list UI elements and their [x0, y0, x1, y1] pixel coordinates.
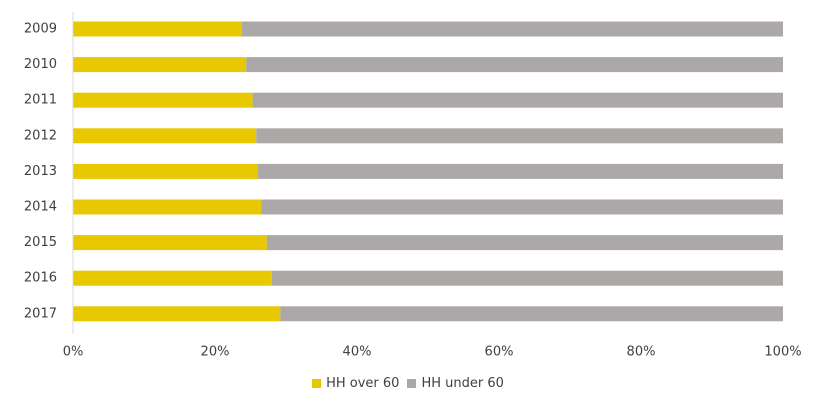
legend-item-hh-under-60: HH under 60	[407, 376, 504, 391]
bar-2010-hh-over-60	[73, 57, 247, 73]
bar-2014-hh-under-60	[261, 199, 783, 215]
bar-2012-hh-under-60	[256, 128, 783, 144]
bar-2016-hh-over-60	[73, 270, 272, 286]
bar-2015-hh-under-60	[266, 235, 784, 251]
category-label-2012: 2012	[24, 128, 57, 143]
legend-swatch-hh-under-60	[407, 379, 417, 388]
bar-2011-hh-under-60	[252, 92, 783, 108]
category-label-2009: 2009	[24, 22, 57, 37]
bar-2017-hh-over-60	[73, 306, 281, 322]
bar-2016-hh-under-60	[271, 270, 783, 286]
bars-layer	[73, 21, 784, 322]
bar-2009-hh-under-60	[241, 21, 784, 37]
x-tick-labels: 0% 20% 40% 60% 80% 100%	[63, 345, 802, 360]
bar-2012-hh-over-60	[73, 128, 257, 144]
bar-2014-hh-over-60	[73, 199, 262, 215]
category-label-2016: 2016	[24, 271, 57, 286]
bar-2015-hh-over-60	[73, 235, 267, 251]
x-tick-label-2: 40%	[343, 345, 372, 360]
category-label-2017: 2017	[24, 306, 57, 321]
category-label-2010: 2010	[24, 57, 57, 72]
category-label-2015: 2015	[24, 235, 57, 250]
bar-2017-hh-under-60	[280, 306, 783, 322]
legend-label-hh-under-60: HH under 60	[421, 376, 504, 391]
bar-2011-hh-over-60	[73, 92, 253, 108]
bar-2013-hh-under-60	[257, 163, 784, 179]
bar-2013-hh-over-60	[73, 163, 258, 179]
legend-swatch-hh-over-60	[312, 379, 322, 388]
category-label-2011: 2011	[24, 93, 57, 108]
legend-label-hh-over-60: HH over 60	[326, 376, 400, 391]
category-label-2014: 2014	[24, 200, 57, 215]
x-tick-label-3: 60%	[485, 345, 514, 360]
x-tick-label-1: 20%	[201, 345, 230, 360]
x-tick-label-5: 100%	[764, 345, 801, 360]
legend: HH over 60 HH under 60	[0, 376, 816, 391]
bar-2009-hh-over-60	[73, 21, 242, 37]
legend-item-hh-over-60: HH over 60	[312, 376, 399, 391]
category-labels: 2009 2010 2011 2012 2013 2014 2015 2016 2017	[24, 22, 57, 322]
x-tick-label-4: 80%	[627, 345, 656, 360]
category-label-2013: 2013	[24, 164, 57, 179]
x-tick-label-0: 0%	[63, 345, 84, 360]
bar-2010-hh-under-60	[246, 57, 784, 73]
